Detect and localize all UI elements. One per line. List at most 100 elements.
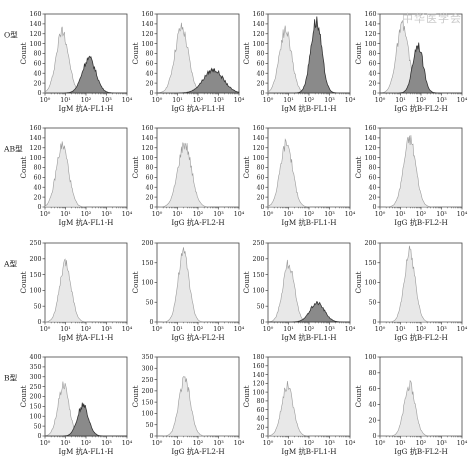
x-tick-label: 10⁴ bbox=[122, 326, 133, 333]
row-label: A型 bbox=[3, 260, 17, 269]
y-tick-label: 80 bbox=[256, 51, 264, 58]
plot-frame bbox=[379, 356, 463, 437]
y-tick-label: 160 bbox=[364, 125, 376, 132]
x-tick-label: 10³ bbox=[324, 211, 335, 218]
y-tick-label: 0 bbox=[149, 204, 153, 211]
y-axis-label: Count bbox=[354, 271, 363, 293]
row-label: O型 bbox=[4, 31, 18, 40]
x-tick-label: 10¹ bbox=[60, 211, 71, 218]
x-axis-label: IgM 抗B-FL1-H bbox=[281, 447, 336, 456]
y-tick-label: 250 bbox=[29, 384, 41, 391]
x-tick-label: 10¹ bbox=[172, 440, 183, 447]
x-axis-label: IgG 抗B-FL2-H bbox=[394, 333, 448, 342]
y-tick-label: 20 bbox=[145, 194, 153, 201]
histogram-panel: 10⁰ 10¹ 10² 10³ 10⁴ 0 50 100 150 200 IgG 抗B-FL2-H C… bbox=[354, 240, 468, 342]
y-tick-label: 20 bbox=[368, 194, 376, 201]
x-tick-label: 10⁰ bbox=[40, 440, 51, 447]
x-tick-label: 10² bbox=[304, 440, 315, 447]
x-tick-label: 10⁰ bbox=[263, 326, 274, 333]
y-tick-label: 20 bbox=[256, 80, 264, 87]
x-tick-label: 10¹ bbox=[283, 440, 294, 447]
y-tick-label: 0 bbox=[372, 90, 376, 97]
x-tick-label: 10⁴ bbox=[345, 211, 356, 218]
y-tick-label: 100 bbox=[141, 155, 153, 162]
y-tick-label: 20 bbox=[145, 80, 153, 87]
y-tick-label: 0 bbox=[149, 90, 153, 97]
x-tick-label: 10¹ bbox=[283, 97, 294, 104]
x-tick-label: 10² bbox=[304, 97, 315, 104]
x-tick-label: 10¹ bbox=[395, 326, 406, 333]
x-tick-label: 10¹ bbox=[172, 211, 183, 218]
histogram-panel: 10⁰ 10¹ 10² 10³ 10⁴ 0 20 40 60 80 100 120 140 160 IgG … bbox=[354, 11, 468, 113]
y-axis-label: Count bbox=[131, 156, 140, 178]
y-tick-label: 100 bbox=[364, 41, 376, 48]
y-tick-label: 0 bbox=[372, 433, 376, 440]
y-tick-label: 20 bbox=[368, 80, 376, 87]
y-tick-label: 100 bbox=[141, 280, 153, 287]
y-tick-label: 60 bbox=[33, 175, 41, 182]
y-tick-label: 160 bbox=[29, 125, 41, 132]
x-tick-label: 10³ bbox=[436, 440, 447, 447]
y-tick-label: 60 bbox=[256, 61, 264, 68]
y-tick-label: 0 bbox=[260, 90, 264, 97]
plot-frame bbox=[156, 127, 240, 208]
histogram-panel: 10⁰ 10¹ 10² 10³ 10⁴ 0 20 40 60 80 100 120 140 160 IgM … bbox=[242, 125, 356, 227]
y-tick-label: 80 bbox=[145, 51, 153, 58]
x-tick-label: 10¹ bbox=[172, 97, 183, 104]
y-tick-label: 80 bbox=[33, 51, 41, 58]
x-tick-label: 10⁴ bbox=[457, 211, 468, 218]
y-tick-label: 20 bbox=[368, 417, 376, 424]
y-tick-label: 250 bbox=[141, 377, 153, 384]
y-tick-label: 140 bbox=[364, 21, 376, 28]
x-tick-label: 10³ bbox=[324, 440, 335, 447]
y-tick-label: 350 bbox=[141, 354, 153, 361]
y-tick-label: 60 bbox=[33, 61, 41, 68]
row-label: AB型 bbox=[3, 145, 23, 154]
y-tick-label: 120 bbox=[252, 145, 264, 152]
y-tick-label: 40 bbox=[256, 416, 264, 423]
control-histogram bbox=[157, 247, 239, 323]
x-tick-label: 10¹ bbox=[60, 97, 71, 104]
x-tick-label: 10¹ bbox=[283, 211, 294, 218]
x-axis-label: IgM 抗B-FL1-H bbox=[281, 333, 336, 342]
x-tick-label: 10⁴ bbox=[345, 326, 356, 333]
x-tick-label: 10² bbox=[193, 97, 204, 104]
x-tick-label: 10⁰ bbox=[263, 97, 274, 104]
histogram-panel: 10⁰ 10¹ 10² 10³ 10⁴ 0 20 40 60 80 100 IgG 抗B-FL2-H C… bbox=[354, 354, 468, 456]
control-histogram bbox=[267, 138, 350, 208]
y-tick-label: 20 bbox=[33, 194, 41, 201]
y-tick-label: 80 bbox=[256, 398, 264, 405]
y-tick-label: 120 bbox=[141, 31, 153, 38]
y-tick-label: 250 bbox=[252, 240, 264, 247]
y-axis-label: Count bbox=[242, 156, 251, 178]
x-tick-label: 10¹ bbox=[395, 211, 406, 218]
y-axis-label: Count bbox=[354, 385, 363, 407]
y-tick-label: 80 bbox=[33, 165, 41, 172]
y-tick-label: 100 bbox=[252, 155, 264, 162]
y-axis-label: Count bbox=[131, 385, 140, 407]
sample-histogram bbox=[157, 67, 240, 94]
x-tick-label: 10⁰ bbox=[40, 211, 51, 218]
x-axis-label: IgG 抗B-FL2-H bbox=[394, 447, 448, 456]
y-tick-label: 60 bbox=[145, 61, 153, 68]
x-tick-label: 10⁰ bbox=[152, 326, 163, 333]
y-tick-label: 100 bbox=[364, 280, 376, 287]
x-tick-label: 10¹ bbox=[60, 440, 71, 447]
control-histogram bbox=[44, 258, 127, 323]
y-tick-label: 200 bbox=[252, 256, 264, 263]
y-tick-label: 150 bbox=[141, 399, 153, 406]
y-tick-label: 0 bbox=[260, 204, 264, 211]
y-tick-label: 160 bbox=[141, 11, 153, 18]
y-tick-label: 0 bbox=[37, 319, 41, 326]
y-tick-label: 0 bbox=[149, 319, 153, 326]
y-tick-label: 60 bbox=[368, 61, 376, 68]
y-tick-label: 120 bbox=[364, 145, 376, 152]
histogram-panel: 10⁰ 10¹ 10² 10³ 10⁴ 0 50 100 150 200 250 IgM 抗B-FL1… bbox=[242, 240, 356, 342]
y-tick-label: 140 bbox=[252, 135, 264, 142]
y-tick-label: 100 bbox=[29, 155, 41, 162]
y-tick-label: 0 bbox=[260, 433, 264, 440]
y-tick-label: 50 bbox=[368, 299, 376, 306]
control-histogram bbox=[380, 379, 462, 437]
control-histogram bbox=[267, 380, 350, 437]
histogram-panel: 10⁰ 10¹ 10² 10³ 10⁴ 0 20 40 60 80 100 120 140 160 IgG … bbox=[354, 125, 468, 227]
